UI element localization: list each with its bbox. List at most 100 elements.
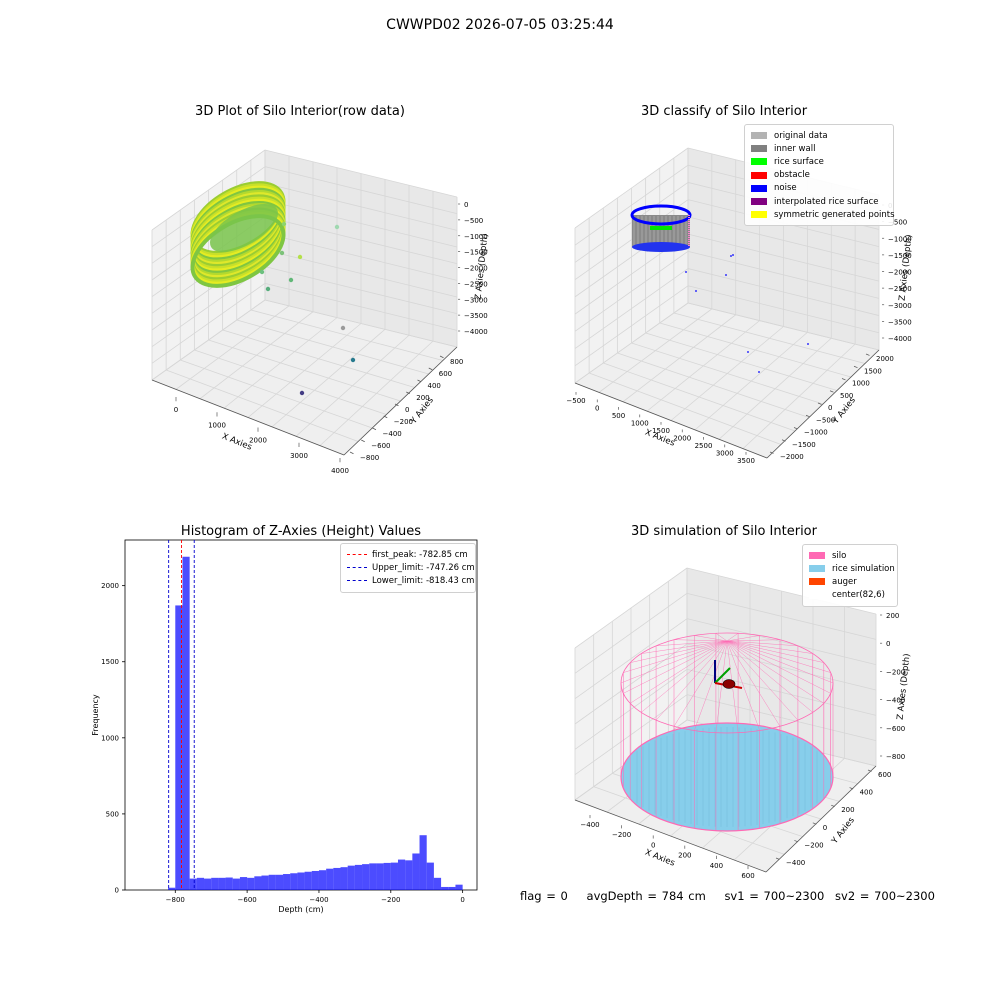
y-axis-tick-label: −1500 — [792, 441, 816, 449]
histogram-bar — [254, 876, 262, 890]
legend-entry: obstacle — [751, 169, 887, 182]
raw-3d-plot: 010002000300040008006004002000−200−400−6… — [151, 149, 490, 475]
x-axis-tick-label: −200 — [381, 896, 400, 904]
z-axis-tick-label: −2500 — [464, 280, 488, 288]
grid-line — [646, 320, 760, 412]
simulation-legend: silo rice simulation auger center(82,6) — [802, 544, 898, 607]
x-axis-label: X Axies — [643, 848, 676, 869]
grid-line — [271, 329, 386, 428]
histogram-bar — [405, 860, 413, 890]
legend-entry: interpolated rice surface — [751, 195, 887, 208]
silo-roof-line — [726, 640, 831, 673]
y-axis-tick-label: −1000 — [804, 429, 828, 437]
floor-pane — [575, 303, 879, 458]
x-axis-label: X Axies — [220, 432, 253, 453]
silo-roof-line — [656, 640, 728, 647]
y-axis-tick — [794, 840, 799, 843]
y-axis-tick-label: 1500 — [101, 658, 119, 666]
grid-line — [687, 216, 880, 265]
noise-ring-bottom — [632, 242, 690, 252]
y-axis-tick-label: 400 — [428, 382, 441, 390]
grid-line — [686, 592, 877, 640]
auger-y-arrow — [714, 667, 731, 684]
histogram-bar — [247, 877, 255, 890]
legend-label: rice simulation — [832, 563, 895, 574]
grid-line — [686, 668, 877, 716]
histogram-bar — [225, 877, 233, 890]
grid-line — [264, 282, 458, 331]
histogram-bar — [326, 868, 334, 890]
x-axis-tick-label: 1000 — [208, 421, 226, 429]
figure-title: CWWPD02 2026-07-05 03:25:44 — [386, 17, 614, 33]
grid-line — [686, 643, 877, 691]
grid-line — [687, 285, 880, 334]
x-axis-tick-label: 0 — [460, 896, 464, 904]
legend-entry: auger — [809, 575, 891, 588]
x-axis-tick-label: 600 — [741, 872, 754, 880]
silo-roof-line — [694, 640, 728, 731]
legend-label: obstacle — [774, 170, 810, 181]
grid-line — [574, 567, 688, 649]
grid-line — [175, 305, 290, 390]
classify-plot-title: 3D classify of Silo Interior — [640, 104, 808, 119]
grid-line — [247, 323, 362, 418]
noise-point — [758, 371, 760, 373]
grid-line — [574, 593, 688, 674]
noise-point — [685, 271, 687, 273]
y-axis-tick — [406, 391, 410, 395]
z-axis-tick-label: −500 — [464, 217, 483, 225]
x-axis-tick-label: 2500 — [695, 442, 713, 450]
grid-line — [151, 283, 266, 364]
status-footer: flag = 0 avgDepth = 784 cm sv1 = 700~230… — [520, 889, 949, 903]
x-axis-line — [151, 379, 345, 456]
x-axis-tick-label: 3000 — [716, 450, 734, 458]
y-axis-tick — [829, 390, 834, 393]
silo-roof-line — [641, 640, 728, 654]
grid-line — [574, 268, 689, 349]
x-axis-tick-label: 4000 — [331, 467, 349, 475]
grid-line — [199, 311, 314, 400]
histogram-bar — [283, 874, 291, 890]
silo-roof-line — [726, 640, 760, 731]
histogram-bar — [376, 863, 384, 890]
simulation-3d-plot: −400 −200 0 200 400 600 600 400 200 0 −200 −400 200 0… — [574, 567, 913, 880]
y-axis-label: Y Axies — [830, 395, 858, 427]
x-axis-tick-label: −400 — [580, 821, 599, 829]
legend-swatch — [809, 552, 825, 560]
z-axis-label: Z Axies (Depth) — [896, 653, 913, 720]
grid-line — [574, 182, 689, 263]
classify-legend: original data inner wall rice surface obsta… — [744, 124, 895, 227]
grid-line — [598, 308, 713, 393]
outlier-point — [340, 325, 346, 331]
grid-line — [264, 266, 458, 315]
histogram-bar — [304, 871, 312, 890]
silo-roof-line — [715, 640, 728, 733]
z-axis-tick-label: −2000 — [888, 269, 912, 277]
grid-line — [742, 343, 856, 449]
z-axis-tick-label: −3500 — [464, 312, 488, 320]
grid-line — [574, 199, 689, 280]
x-axis-tick-label: 3000 — [290, 452, 308, 460]
legend-entry: symmetric generated points — [751, 208, 895, 221]
histogram-bar — [204, 878, 212, 890]
grid-line — [686, 694, 877, 742]
legend-entry: Upper_limit: -747.26 cm — [347, 561, 475, 574]
z-axis-tick-label: −1500 — [888, 252, 912, 260]
z-axis-tick-label: 0 — [464, 201, 468, 209]
z-axis-tick-label: −500 — [888, 219, 907, 227]
y-axis-tick — [372, 427, 377, 431]
histogram-bar — [426, 862, 434, 890]
grid-line — [264, 216, 458, 265]
y-axis-tick-label: 0 — [405, 406, 409, 414]
legend-label: auger — [832, 576, 857, 587]
legend-swatch — [751, 171, 767, 179]
y-axis-tick-label: 0 — [828, 404, 832, 412]
x-axis-tick-label: −500 — [566, 397, 585, 405]
y-axis-tick — [841, 378, 846, 381]
x-axis-line — [574, 382, 768, 459]
z-axis-label: Z Axies (Depth) — [898, 234, 915, 301]
grid-line — [622, 314, 736, 403]
grid-line — [686, 618, 877, 666]
x-axis-tick-label: 0 — [595, 405, 599, 413]
legend-label: rice surface — [774, 156, 824, 167]
